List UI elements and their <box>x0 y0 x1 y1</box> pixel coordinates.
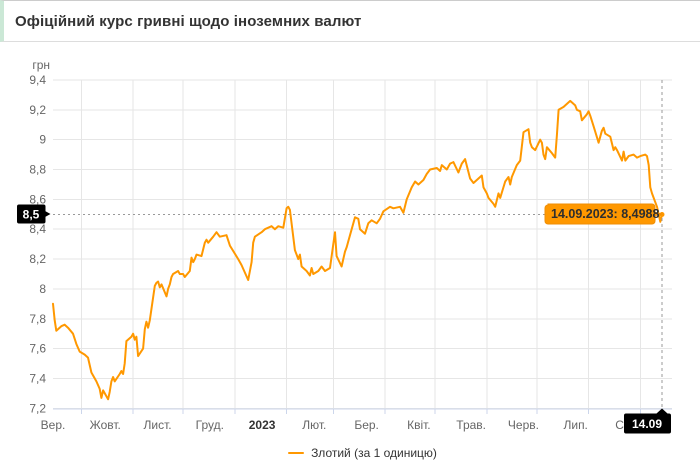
y-tick-label: 7,4 <box>29 371 46 385</box>
y-tick-label: 9 <box>39 133 46 147</box>
y-tick-label: 7,6 <box>29 342 46 356</box>
x-tick-label: Лип. <box>563 418 587 432</box>
y-axis-value-badge-text: 8,5 <box>23 208 40 222</box>
last-point-marker <box>659 211 665 217</box>
y-tick-label: 8 <box>39 282 46 296</box>
x-tick-label: 2023 <box>249 418 276 432</box>
x-axis-labels: Вер. Жовт. Лист. Груд. 2023 Лют. Бер. Квіт. Трав… <box>41 418 641 432</box>
chart-legend: Злотий (за 1 одиницю) <box>53 444 672 462</box>
x-tick-label: Лют. <box>302 418 326 432</box>
y-tick-label: 9,4 <box>29 73 46 87</box>
tooltip-bubble <box>544 203 664 225</box>
legend-item-zloty[interactable]: Злотий (за 1 одиницю) <box>288 446 437 460</box>
tooltip-text: 14.09.2023: 8,4988 <box>551 207 659 221</box>
x-tick-label: Жовт. <box>90 418 121 432</box>
x-tick-label: Лист. <box>144 418 172 432</box>
legend-line-swatch <box>288 451 305 455</box>
y-axis-unit-label: грн <box>32 58 50 72</box>
y-tick-label: 8,6 <box>29 192 46 206</box>
x-tick-label: Квіт. <box>407 418 431 432</box>
page-title: Офіційний курс гривні щодо іноземних вал… <box>15 12 362 30</box>
x-tick-label: Груд. <box>196 418 224 432</box>
x-tick-label: Трав. <box>456 418 486 432</box>
x-tick-label: Бер. <box>354 418 379 432</box>
crosshair-dashed-line <box>659 80 665 413</box>
x-axis-line <box>53 408 672 414</box>
page-header: Офіційний курс гривні щодо іноземних вал… <box>0 0 700 42</box>
tooltip: 14.09.2023: 8,4988 <box>544 203 664 225</box>
x-tick-label: Черв. <box>508 418 539 432</box>
y-tick-label: 9,2 <box>29 103 46 117</box>
x-axis-date-badge-text: 14.09 <box>632 417 662 431</box>
legend-label: Злотий (за 1 одиницю) <box>311 446 437 460</box>
x-axis-date-badge-shape <box>624 408 671 434</box>
y-axis-value-badge: 8,5 <box>17 204 51 224</box>
y-tick-label: 7,8 <box>29 312 46 326</box>
x-tick-label: Вер. <box>41 418 66 432</box>
y-axis-value-badge-shape <box>17 204 51 224</box>
series-line-zloty[interactable] <box>52 99 663 401</box>
y-tick-label: 8,2 <box>29 252 46 266</box>
y-tick-label: 8,8 <box>29 163 46 177</box>
series-path[interactable] <box>52 99 663 401</box>
x-axis-date-badge: 14.09 <box>624 408 671 434</box>
y-gridlines <box>53 79 672 409</box>
y-axis-labels: 9,4 9,2 9 8,8 8,6 8,4 8,2 8 7,8 7,6 7,4 7,2 <box>29 73 46 415</box>
y-tick-label: 7,2 <box>29 401 46 415</box>
y-tick-label: 8,4 <box>29 222 46 236</box>
